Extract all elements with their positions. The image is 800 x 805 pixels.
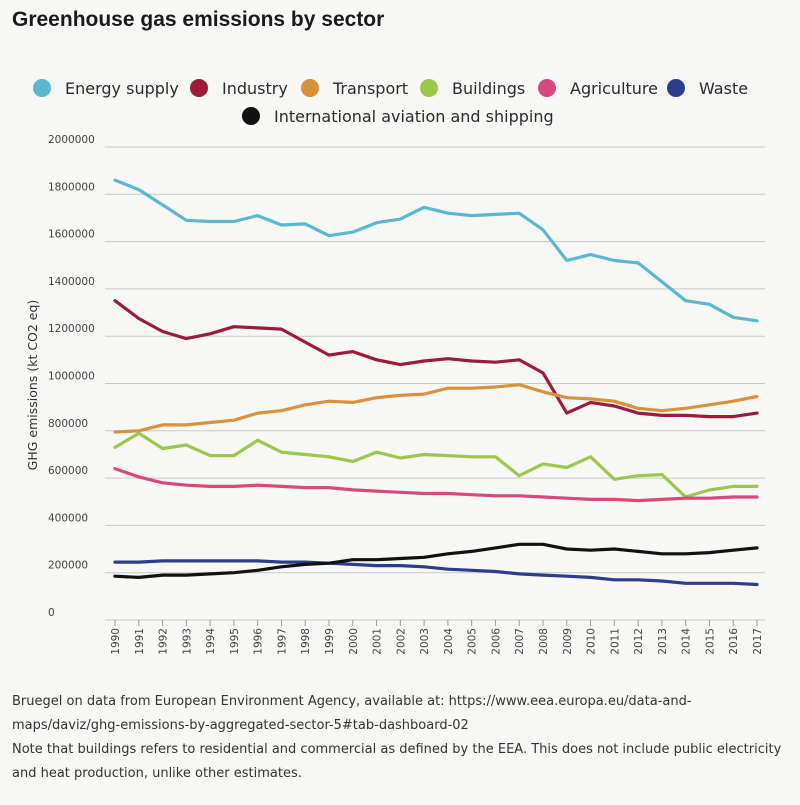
x-tick-label: 2016: [728, 628, 740, 655]
y-tick-label: 800000: [48, 418, 88, 430]
x-tick-label: 2004: [443, 628, 455, 655]
x-tick-label: 1996: [253, 628, 265, 655]
y-tick-label: 0: [48, 607, 55, 619]
legend-marker: [301, 79, 319, 97]
x-tick-label: 1995: [229, 628, 241, 655]
legend-marker: [242, 107, 260, 125]
legend: Energy supply Industry Transport Buildings A…: [33, 79, 748, 126]
series-line-industry: [113, 299, 759, 419]
series-line-agriculture: [113, 467, 759, 503]
y-tick-label: 1400000: [48, 276, 95, 288]
y-axis-label: GHG emissions (kt CO2 eq): [25, 300, 40, 471]
chart-title: Greenhouse gas emissions by sector: [12, 8, 385, 31]
x-tick-label: 1998: [300, 628, 312, 655]
legend-marker: [420, 79, 438, 97]
definition-note: Note that buildings refers to residentia…: [12, 742, 782, 781]
legend-marker: [538, 79, 556, 97]
legend-item-waste: Waste: [667, 79, 748, 98]
legend-label: Transport: [332, 79, 408, 98]
y-tick-label: 1600000: [48, 229, 95, 241]
x-tick-label: 1997: [276, 628, 288, 655]
y-axis-ticks: 0 200000 400000 600000 800000 1000000 1200000 1…: [48, 134, 95, 619]
legend-item-energy-supply: Energy supply: [33, 79, 179, 98]
legend-marker: [33, 79, 51, 97]
x-tick-label: 1991: [134, 628, 146, 655]
x-tick-label: 2002: [395, 628, 407, 655]
x-tick-label: 2010: [586, 628, 598, 655]
x-tick-label: 2009: [562, 628, 574, 655]
legend-marker: [667, 79, 685, 97]
legend-item-buildings: Buildings: [420, 79, 525, 98]
line-chart: Energy supply Industry Transport Buildings A…: [25, 79, 765, 655]
y-tick-label: 1200000: [48, 323, 95, 335]
x-tick-label: 2007: [514, 628, 526, 655]
x-tick-label: 2000: [348, 628, 360, 655]
series-lines: [113, 178, 759, 587]
x-tick-label: 1994: [205, 628, 217, 655]
legend-label: International aviation and shipping: [274, 107, 554, 126]
series-line-energy-supply: [113, 178, 759, 323]
y-tick-label: 1800000: [48, 181, 95, 193]
footnotes: Bruegel on data from European Environmen…: [12, 690, 788, 786]
x-tick-label: 2008: [538, 628, 550, 655]
y-tick-label: 600000: [48, 465, 88, 477]
series-line-buildings: [113, 431, 759, 499]
x-tick-label: 1990: [110, 628, 122, 655]
legend-label: Industry: [222, 79, 288, 98]
legend-label: Buildings: [452, 79, 525, 98]
legend-item-transport: Transport: [301, 79, 408, 98]
x-tick-label: 2017: [752, 628, 764, 655]
legend-item-agriculture: Agriculture: [538, 79, 658, 98]
gridlines: [105, 146, 765, 621]
y-tick-label: 2000000: [48, 134, 95, 146]
x-tick-label: 2011: [609, 628, 621, 655]
series-line-transport: [113, 383, 759, 434]
x-tick-label: 1993: [181, 628, 193, 655]
x-tick-label: 2001: [372, 628, 384, 655]
source-note: Bruegel on data from European Environmen…: [12, 694, 692, 733]
y-tick-label: 1000000: [48, 371, 95, 383]
x-tick-label: 2005: [467, 628, 479, 655]
x-tick-label: 2014: [681, 628, 693, 655]
x-tick-label: 2003: [419, 628, 431, 655]
x-tick-label: 1992: [158, 628, 170, 655]
legend-label: Agriculture: [570, 79, 658, 98]
series-line-international-aviation-and-shipping: [113, 542, 759, 580]
legend-item-industry: Industry: [190, 79, 288, 98]
x-tick-label: 2013: [657, 628, 669, 655]
legend-item-international-aviation-and-shipping: International aviation and shipping: [242, 107, 554, 126]
y-tick-label: 200000: [48, 560, 88, 572]
legend-label: Energy supply: [65, 79, 179, 98]
legend-label: Waste: [699, 79, 748, 98]
legend-marker: [190, 79, 208, 97]
x-tick-label: 2006: [490, 628, 502, 655]
x-tick-label: 2015: [704, 628, 716, 655]
x-tick-label: 1999: [324, 628, 336, 655]
series-line-waste: [113, 559, 759, 587]
x-tick-label: 2012: [633, 628, 645, 655]
x-axis-ticks: 1990 1991 1992 1993 1994 1995 1996 1997 1998 1999…: [110, 620, 764, 655]
y-tick-label: 400000: [48, 512, 88, 524]
